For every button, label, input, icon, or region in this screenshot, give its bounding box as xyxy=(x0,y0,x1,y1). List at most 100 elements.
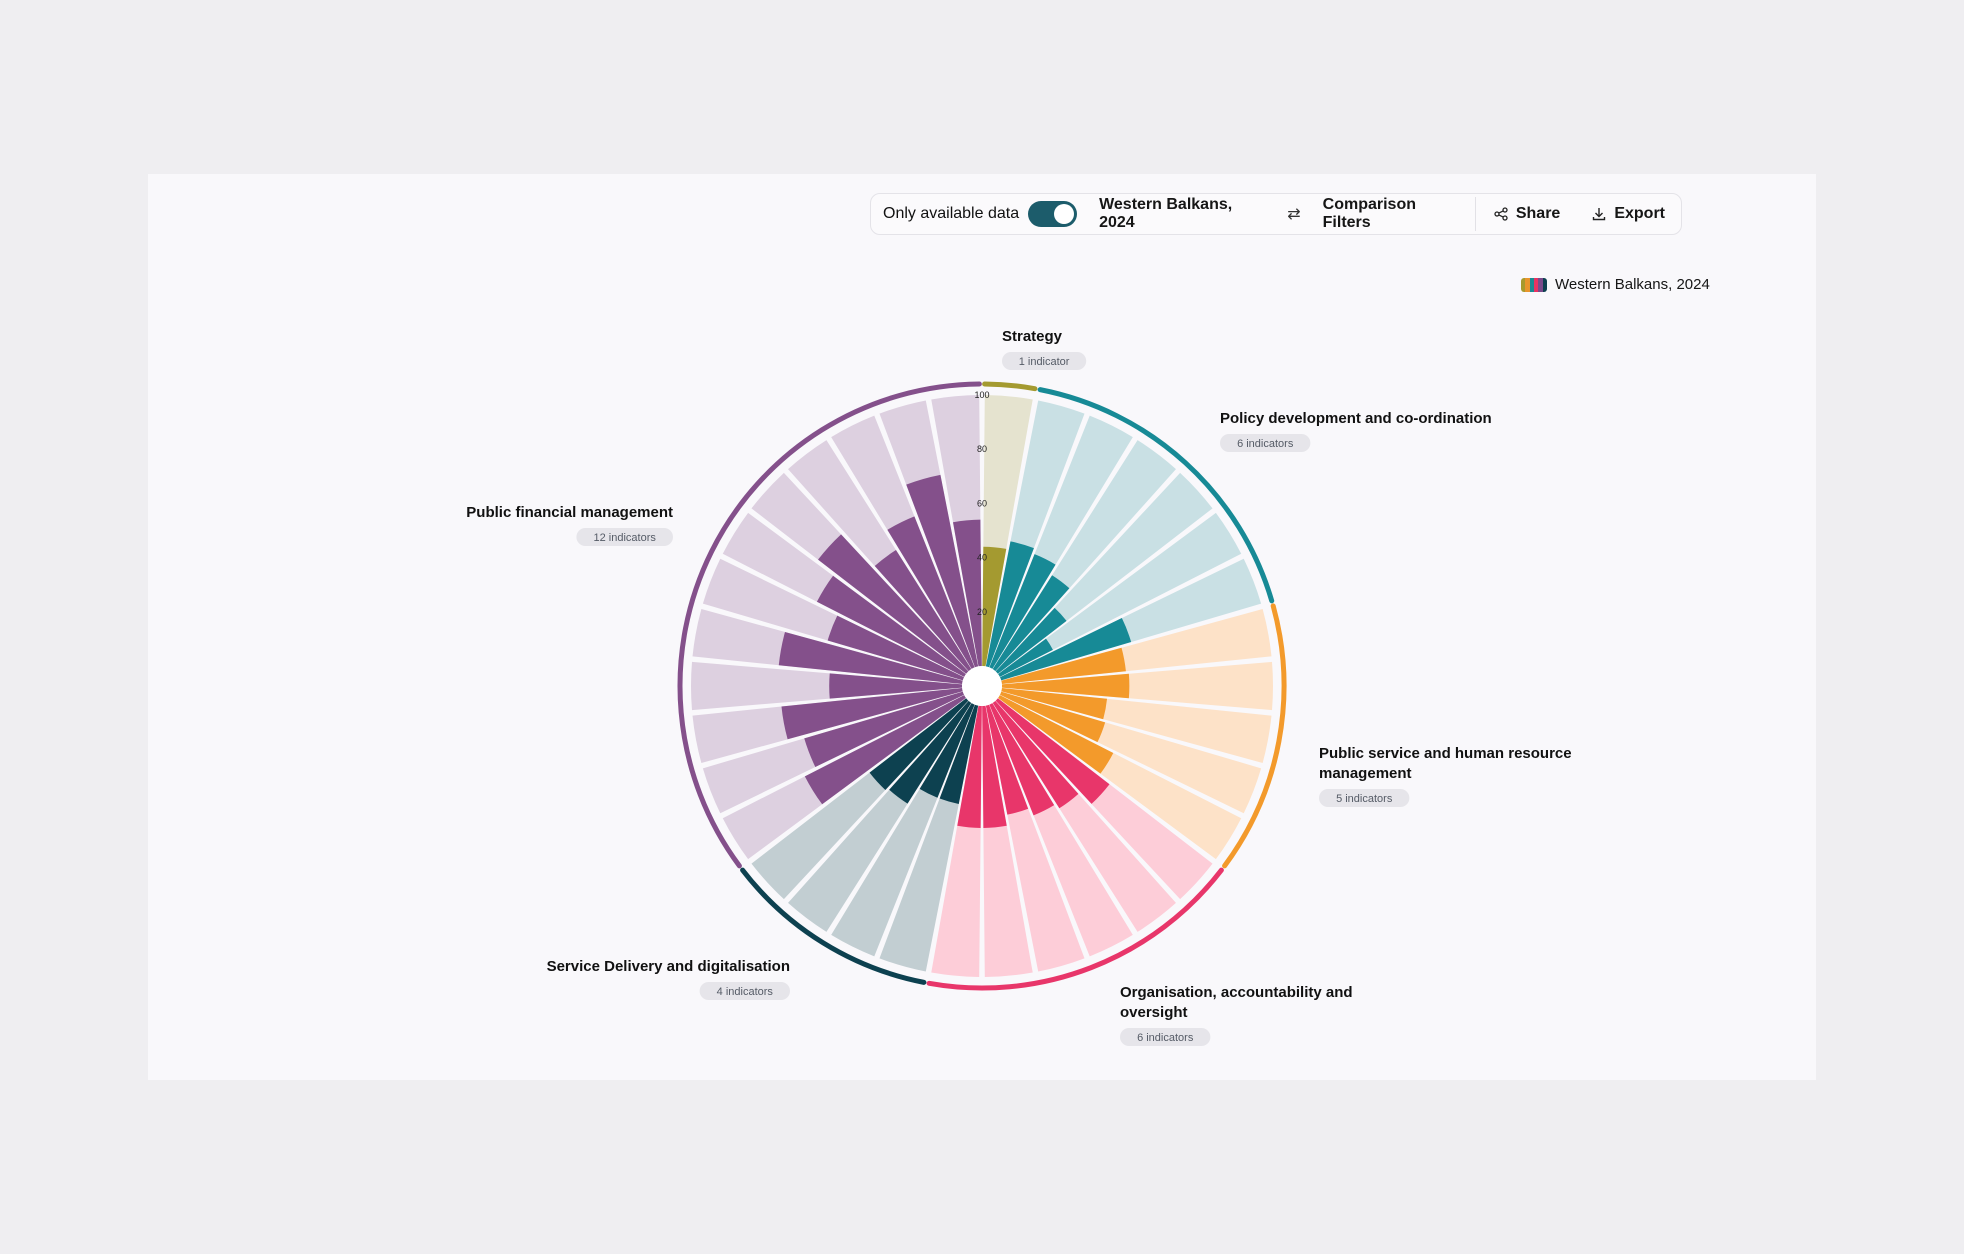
bar-value xyxy=(906,474,979,668)
legend-swatch-stripe xyxy=(1538,277,1543,292)
segment-arc xyxy=(982,381,1038,392)
indicator-count-pill xyxy=(699,982,790,1000)
legend-label: Western Balkans, 2024 xyxy=(1555,276,1710,293)
indicator-count-label: 6 indicators xyxy=(1137,1032,1194,1044)
segment-title: Policy development and co-ordination xyxy=(1220,410,1492,427)
toolbar-divider xyxy=(1474,197,1476,231)
bar-value xyxy=(919,703,975,798)
bar-value xyxy=(869,698,969,790)
bar-value xyxy=(999,691,1106,743)
bar-background xyxy=(1001,661,1273,711)
segment-title-line: Policy development and co-ordination xyxy=(1220,410,1492,427)
chart-legend: Western Balkans, 2024 xyxy=(1521,276,1710,293)
bar-value xyxy=(804,695,966,805)
legend-swatch-stripe xyxy=(1533,277,1539,292)
share-button[interactable]: Share xyxy=(1494,205,1560,223)
bar-background xyxy=(998,512,1242,677)
bar-value xyxy=(992,700,1079,809)
indicator-count-pill xyxy=(1220,434,1311,452)
swap-arrows-icon[interactable]: ⇄ xyxy=(1287,206,1301,223)
bar-value xyxy=(992,575,1070,672)
segment-title-line: management xyxy=(1319,765,1412,782)
only-available-toggle-group[interactable]: Only available data xyxy=(883,201,1099,227)
bar-value xyxy=(982,705,1007,828)
bar-value xyxy=(889,700,972,804)
share-icon xyxy=(1494,207,1508,221)
indicator-count-pill xyxy=(1319,789,1410,807)
export-label: Export xyxy=(1614,205,1665,222)
export-button[interactable]: Export xyxy=(1592,205,1665,223)
indicator-count-pill xyxy=(1002,352,1087,370)
segment-title-line: Public financial management xyxy=(466,504,673,521)
indicator-count-label: 4 indicators xyxy=(717,986,774,998)
axis-tick-label: 80 xyxy=(977,444,987,454)
indicator-count-pill xyxy=(576,528,673,546)
bar-value xyxy=(982,546,1007,667)
bar-value xyxy=(827,615,965,681)
bar-value xyxy=(957,705,982,828)
center-hole xyxy=(962,666,1002,706)
toolbar: Only available data Western Balkans, 202… xyxy=(870,193,1682,235)
selection-button[interactable]: Western Balkans, 2024 xyxy=(1099,196,1233,231)
bar-value xyxy=(995,607,1067,674)
bar-value xyxy=(781,688,963,740)
bar-value xyxy=(939,704,979,805)
legend-swatch-stripe xyxy=(1529,277,1534,292)
chart-panel xyxy=(148,174,1816,1080)
bar-value xyxy=(887,516,975,669)
axis-tick-label: 60 xyxy=(977,498,987,508)
segment-title-line: Strategy xyxy=(1002,328,1063,345)
bar-value xyxy=(985,704,1029,815)
legend-swatch-stripe xyxy=(1521,277,1526,292)
bar-value xyxy=(818,534,969,674)
indicator-count-label: 6 indicators xyxy=(1237,438,1294,450)
only-available-label: Only available data xyxy=(883,205,1020,222)
download-icon xyxy=(1592,207,1606,221)
indicator-count-label: 1 indicator xyxy=(1019,356,1070,368)
legend-swatch-stripe xyxy=(1542,277,1547,292)
segment-title: Organisation, accountability and oversigh… xyxy=(1120,984,1353,1021)
segment-title-line: Service Delivery and digitalisation xyxy=(547,958,790,975)
indicator-count-pill xyxy=(1120,1028,1211,1046)
axis-tick-label: 20 xyxy=(977,607,987,617)
indicator-count-label: 5 indicators xyxy=(1336,793,1393,805)
comparison-filters-button[interactable]: Comparison Filters xyxy=(1322,196,1416,231)
segment-arc xyxy=(677,381,982,869)
legend-swatch-stripe xyxy=(1525,277,1530,292)
bar-background xyxy=(691,661,963,711)
bar-value xyxy=(1001,647,1126,684)
segment-title-line: oversight xyxy=(1120,1004,1188,1021)
axis-tick-label: 100 xyxy=(974,390,989,400)
segment-title: Service Delivery and digitalisation xyxy=(547,958,790,975)
bar-value xyxy=(998,638,1053,677)
bar-value xyxy=(1001,673,1130,699)
bar-value xyxy=(778,631,963,684)
segment-title: Public service and human resource managem… xyxy=(1319,745,1572,782)
segment-arc xyxy=(1222,603,1287,869)
bar-value xyxy=(804,691,965,768)
bar-value xyxy=(995,698,1110,804)
legend-swatch xyxy=(1521,277,1547,292)
bar-value xyxy=(989,554,1056,669)
segment-title: Strategy xyxy=(1002,328,1063,345)
segment-arc xyxy=(1037,387,1275,604)
axis-tick-label: 40 xyxy=(977,553,987,563)
bar-value xyxy=(989,703,1055,816)
segment-title: Public financial management xyxy=(466,504,673,521)
only-available-toggle[interactable] xyxy=(1028,201,1078,227)
bar-value xyxy=(999,618,1132,681)
bar-value xyxy=(998,695,1114,774)
segment-title-line: Public service and human resource xyxy=(1319,745,1572,762)
bar-value xyxy=(985,541,1034,668)
bar-value xyxy=(953,519,982,667)
bar-value xyxy=(829,673,963,699)
segment-title-line: Organisation, accountability and xyxy=(1120,984,1353,1001)
bar-value xyxy=(816,575,966,677)
bar-value xyxy=(874,550,972,672)
share-label: Share xyxy=(1515,205,1561,222)
segment-arc xyxy=(740,867,927,985)
segment-arc xyxy=(926,867,1224,991)
bar-value xyxy=(1001,688,1108,720)
indicator-count-label: 12 indicators xyxy=(594,532,657,544)
